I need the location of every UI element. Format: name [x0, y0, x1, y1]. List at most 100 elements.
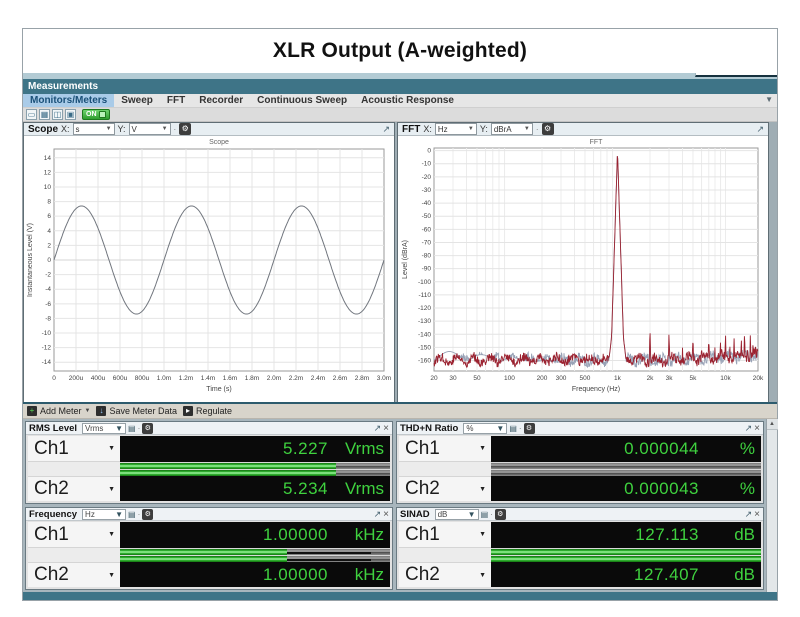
plots-row: Scope X: s ▼ Y: V ▼ · ⚙ ↗ Scope 0 200u 400u 60… — [23, 122, 777, 403]
svg-text:0: 0 — [427, 148, 431, 155]
meter-popout-icon[interactable]: ↗ — [744, 508, 753, 519]
fft-y-unit-select[interactable]: dBrA ▼ — [490, 123, 533, 135]
meter-settings-icon[interactable]: ⚙ — [494, 508, 506, 520]
close-icon[interactable]: × — [383, 422, 389, 434]
channel-selector[interactable]: Ch1 ▼ — [28, 436, 120, 462]
svg-text:400u: 400u — [91, 375, 106, 382]
meter-settings-icon[interactable]: ⚙ — [142, 422, 154, 434]
meters-scrollbar[interactable]: ▲ — [766, 419, 778, 592]
svg-text:-150: -150 — [418, 344, 431, 351]
meter-unit-select[interactable]: Vrms ▼ — [82, 422, 127, 434]
meter-body: Ch1 ▼ 0.000044% Ch2 ▼ 0.000043% — [397, 435, 763, 503]
layout-grid-icon[interactable]: ▦ — [39, 109, 50, 120]
channel-selector[interactable]: Ch1 ▼ — [399, 436, 491, 462]
tab-acoustic-response[interactable]: Acoustic Response — [361, 95, 454, 106]
scope-panel-header: Scope X: s ▼ Y: V ▼ · ⚙ ↗ — [24, 123, 394, 136]
scope-x-unit-select[interactable]: s ▼ — [72, 123, 115, 135]
meter-popout-icon[interactable]: ↗ — [744, 422, 753, 433]
meter-title: Frequency — [29, 508, 78, 520]
svg-text:800u: 800u — [135, 375, 150, 382]
label-gap — [28, 548, 120, 562]
page-title: XLR Output (A-weighted) — [272, 39, 528, 62]
generator-on-toggle[interactable]: ON — [82, 109, 110, 120]
channel-selector[interactable]: Ch2 ▼ — [28, 476, 120, 501]
meter-unit-select[interactable]: % ▼ — [463, 422, 508, 434]
layout-split-icon[interactable]: ◫ — [52, 109, 63, 120]
svg-text:-4: -4 — [45, 286, 51, 293]
fft-title: FFT — [402, 123, 421, 135]
meter-popout-icon[interactable]: ↗ — [373, 508, 382, 519]
chevron-down-icon: ▼ — [523, 126, 530, 132]
separator: · — [535, 124, 539, 134]
svg-text:50: 50 — [473, 375, 481, 382]
channel-selector[interactable]: Ch2 ▼ — [399, 476, 491, 501]
tab-continuous-sweep[interactable]: Continuous Sweep — [257, 95, 348, 106]
level-bar — [120, 469, 390, 476]
regulate-button[interactable]: ▸ Regulate — [183, 406, 232, 416]
svg-text:300: 300 — [556, 375, 567, 382]
bar-style-icon[interactable]: ▤ — [128, 509, 136, 519]
level-bar — [491, 462, 761, 469]
tab-sweep[interactable]: Sweep — [121, 95, 153, 106]
channel-selector[interactable]: Ch1 ▼ — [399, 522, 491, 548]
scope-settings-icon[interactable]: ⚙ — [179, 123, 192, 135]
fft-popout-icon[interactable]: ↗ — [756, 123, 764, 134]
chevron-down-icon: ▼ — [467, 509, 476, 519]
meter-popout-icon[interactable]: ↗ — [373, 422, 382, 433]
generator-led-icon — [98, 111, 106, 118]
fft-settings-icon[interactable]: ⚙ — [541, 123, 554, 135]
meter-unit-select[interactable]: Hz ▼ — [82, 508, 127, 520]
channel-selector[interactable]: Ch2 ▼ — [28, 562, 120, 587]
measurements-panel-header: Measurements — [23, 79, 777, 94]
close-icon[interactable]: × — [754, 422, 760, 434]
channel-readout: 5.227 Vrms — [120, 436, 390, 462]
scope-chart: Scope 0 200u 400u 600u 800u 1.0m 1.2m 1.4m 1.6m 1.… — [27, 139, 391, 393]
svg-text:1.4m: 1.4m — [201, 375, 215, 382]
svg-text:4: 4 — [47, 228, 51, 235]
svg-text:-12: -12 — [42, 345, 52, 352]
pin-icon[interactable]: ▼ — [765, 95, 773, 104]
svg-text:-60: -60 — [422, 226, 432, 233]
meter-settings-icon[interactable]: ⚙ — [142, 508, 154, 520]
scroll-up-icon[interactable]: ▲ — [766, 419, 778, 430]
bar-style-icon[interactable]: ▤ — [128, 423, 136, 433]
meter-panel-sinad: SINAD dB ▼ ▤ · ⚙ ↗ × Ch1 ▼ 127.113 dB Ch2 ▼ — [396, 507, 764, 590]
layout-single-icon[interactable]: ▭ — [26, 109, 37, 120]
tab-recorder[interactable]: Recorder — [199, 95, 244, 106]
svg-text:600u: 600u — [113, 375, 128, 382]
level-bar — [491, 548, 761, 555]
svg-text:-160: -160 — [418, 358, 431, 365]
svg-text:FFT: FFT — [590, 139, 604, 146]
bar-style-icon[interactable]: ▤ — [509, 423, 517, 433]
save-meter-data-button[interactable]: ↓ Save Meter Data — [96, 406, 177, 416]
fft-x-unit-select[interactable]: Hz ▼ — [434, 123, 477, 135]
tab-fft[interactable]: FFT — [166, 95, 186, 106]
svg-text:2.6m: 2.6m — [333, 375, 347, 382]
svg-text:200: 200 — [537, 375, 548, 382]
fft-x-label: X: — [423, 124, 432, 134]
bar-style-icon[interactable]: ▤ — [480, 509, 489, 519]
fft-y-label: Y: — [479, 124, 488, 134]
close-icon[interactable]: × — [383, 508, 389, 520]
chevron-down-icon: ▼ — [115, 509, 124, 519]
svg-text:-120: -120 — [418, 305, 431, 312]
svg-text:2: 2 — [47, 242, 51, 249]
meter-unit-select[interactable]: dB ▼ — [434, 508, 479, 520]
tab-monitors-meters[interactable]: Monitors/Meters — [23, 94, 115, 107]
level-bar — [120, 548, 390, 555]
svg-text:1k: 1k — [614, 375, 622, 382]
meters-area: RMS Level Vrms ▼ ▤ · ⚙ ↗ × Ch1 ▼ 5.227 Vrms… — [23, 419, 778, 592]
scope-title: Scope — [28, 123, 59, 135]
level-bar — [491, 469, 761, 476]
scope-popout-icon[interactable]: ↗ — [382, 123, 390, 134]
close-icon[interactable]: × — [754, 508, 760, 520]
layout-quad-icon[interactable]: ▣ — [65, 109, 76, 120]
channel-selector[interactable]: Ch1 ▼ — [28, 522, 120, 548]
meter-settings-icon[interactable]: ⚙ — [523, 422, 535, 434]
add-meter-button[interactable]: + Add Meter ▼ — [27, 406, 90, 416]
svg-text:-30: -30 — [422, 187, 432, 194]
scope-y-unit-select[interactable]: V ▼ — [128, 123, 171, 135]
svg-text:-80: -80 — [422, 253, 432, 260]
scope-panel: Scope X: s ▼ Y: V ▼ · ⚙ ↗ Scope 0 200u 400u 60… — [23, 122, 395, 403]
channel-selector[interactable]: Ch2 ▼ — [399, 562, 491, 587]
